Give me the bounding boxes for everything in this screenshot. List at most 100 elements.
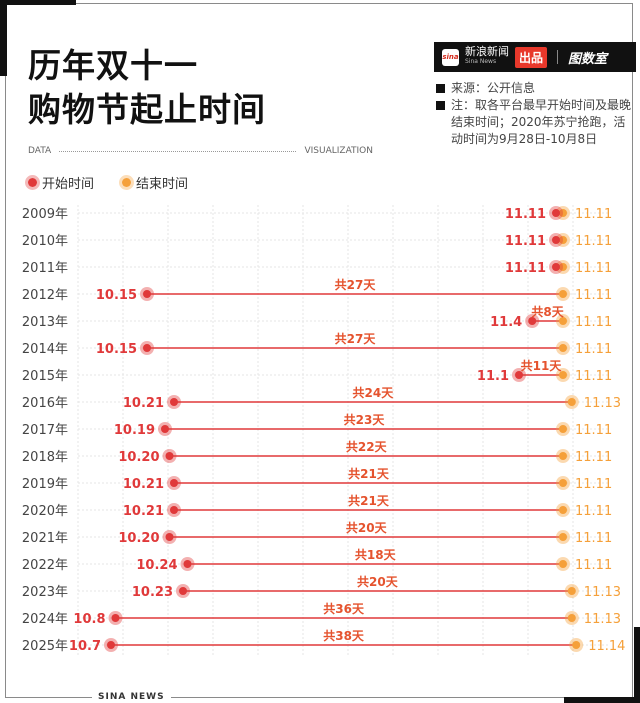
- start-dot: [111, 614, 120, 622]
- year-label: 2015年: [22, 369, 68, 384]
- corner-decoration: [564, 697, 640, 703]
- bullet-square-icon: [436, 101, 445, 110]
- start-date-label: 10.8: [73, 612, 105, 627]
- footer-label: SINA NEWS: [92, 692, 171, 702]
- note-remark: 注：取各平台最早开始时间及最晚结束时间；2020年苏宁抢跑，活动时间为9月28日…: [436, 97, 636, 148]
- duration-label: 共8天: [531, 304, 564, 319]
- start-dot: [143, 290, 151, 298]
- end-date-label: 11.11: [575, 207, 612, 222]
- start-date-label: 10.24: [136, 558, 177, 573]
- end-dot: [559, 263, 567, 271]
- end-dot: [559, 236, 567, 244]
- duration-label: 共36天: [323, 601, 365, 616]
- start-date-label: 10.15: [96, 342, 137, 357]
- start-date-label: 10.20: [118, 531, 159, 546]
- end-date-label: 11.11: [575, 450, 612, 465]
- start-date-label: 10.19: [114, 423, 155, 438]
- duration-label: 共23天: [344, 412, 386, 427]
- end-date-label: 11.13: [584, 396, 621, 411]
- dotted-divider: [59, 150, 297, 152]
- brand-banner: sina 新浪新闻 Sina News 出品 图数室: [434, 42, 636, 72]
- year-label: 2009年: [22, 207, 68, 222]
- end-dot: [567, 587, 576, 595]
- brand-name-cn: 新浪新闻: [465, 45, 509, 58]
- start-date-label: 11.4: [490, 315, 522, 330]
- year-label: 2021年: [22, 531, 68, 546]
- start-date-label: 11.1: [477, 369, 509, 384]
- start-dot: [515, 371, 523, 379]
- end-dot: [559, 209, 567, 217]
- start-dot: [143, 344, 151, 352]
- start-date-label: 10.15: [96, 288, 137, 303]
- duration-label: 共11天: [521, 358, 563, 373]
- end-dot: [559, 452, 567, 460]
- note-source: 来源：公开信息: [436, 80, 636, 97]
- end-dot: [572, 641, 581, 649]
- start-dot: [552, 209, 560, 217]
- year-label: 2020年: [22, 504, 68, 519]
- logo-text: sina: [442, 53, 459, 61]
- note-text: 来源：公开信息: [451, 81, 536, 95]
- year-label: 2018年: [22, 450, 68, 465]
- year-label: 2022年: [22, 558, 68, 573]
- start-date-label: 10.21: [123, 396, 164, 411]
- year-label: 2023年: [22, 585, 68, 600]
- end-date-label: 11.11: [575, 315, 612, 330]
- year-label: 2010年: [22, 234, 68, 249]
- start-dot: [183, 560, 192, 568]
- frame-border: [5, 3, 633, 698]
- corner-decoration: [634, 627, 640, 703]
- start-date-label: 10.20: [118, 450, 159, 465]
- end-dot: [559, 560, 567, 568]
- page-title: 历年双十一 购物节起止时间: [28, 44, 266, 132]
- chupin-badge: 出品: [515, 46, 548, 68]
- year-label: 2019年: [22, 477, 68, 492]
- end-date-label: 11.11: [575, 531, 612, 546]
- year-label: 2016年: [22, 396, 68, 411]
- sina-logo-icon: sina: [442, 48, 459, 66]
- start-dot-icon: [25, 175, 40, 190]
- legend: 开始时间 结束时间: [25, 173, 188, 192]
- corner-decoration: [0, 0, 7, 76]
- start-dot: [552, 236, 560, 244]
- duration-label: 共21天: [348, 493, 390, 508]
- start-dot: [161, 425, 169, 433]
- start-date-label: 10.21: [123, 477, 164, 492]
- legend-item-end: 结束时间: [119, 173, 188, 192]
- title-line-2: 购物节起止时间: [28, 90, 266, 129]
- end-date-label: 11.11: [575, 504, 612, 519]
- start-date-label: 10.21: [123, 504, 164, 519]
- end-date-label: 11.11: [575, 477, 612, 492]
- year-label: 2013年: [22, 315, 68, 330]
- duration-label: 共18天: [355, 547, 397, 562]
- duration-label: 共22天: [346, 439, 388, 454]
- end-dot: [567, 398, 576, 406]
- duration-label: 共20天: [357, 574, 399, 589]
- start-dot: [170, 506, 178, 514]
- end-dot: [559, 479, 567, 487]
- end-date-label: 11.11: [575, 423, 612, 438]
- end-date-label: 11.11: [575, 234, 612, 249]
- corner-decoration: [0, 0, 76, 5]
- start-date-label: 11.11: [505, 234, 546, 249]
- bullet-square-icon: [436, 84, 445, 93]
- start-date-label: 10.7: [69, 639, 101, 654]
- end-dot: [567, 614, 576, 622]
- end-dot: [559, 425, 567, 433]
- year-label: 2025年: [22, 639, 68, 654]
- end-dot: [559, 317, 567, 325]
- start-dot: [179, 587, 187, 595]
- brand-name-en: Sina News: [465, 58, 497, 65]
- end-dot: [559, 371, 567, 379]
- visualization-label: VISUALIZATION: [304, 146, 373, 156]
- start-dot: [528, 317, 537, 325]
- duration-label: 共27天: [335, 277, 377, 292]
- start-dot: [170, 398, 178, 406]
- end-date-label: 11.11: [575, 558, 612, 573]
- end-date-label: 11.13: [584, 585, 621, 600]
- duration-label: 共27天: [335, 331, 377, 346]
- divider: [557, 50, 559, 64]
- notes: 来源：公开信息 注：取各平台最早开始时间及最晚结束时间；2020年苏宁抢跑，活动…: [436, 80, 636, 148]
- note-text: 注：取各平台最早开始时间及最晚结束时间；2020年苏宁抢跑，活动时间为9月28日…: [451, 98, 632, 146]
